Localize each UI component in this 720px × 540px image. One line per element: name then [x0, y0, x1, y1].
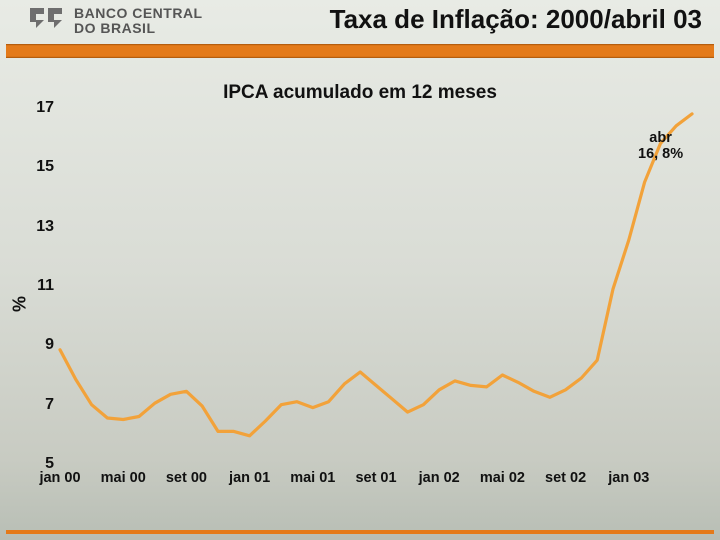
slide-title: Taxa de Inflação: 2000/abril 03 — [330, 4, 702, 35]
end-value-annotation: abr16, 8% — [638, 130, 683, 163]
x-tick: jan 03 — [608, 470, 649, 486]
x-tick: mai 02 — [480, 470, 525, 486]
y-axis-label: % — [10, 296, 31, 312]
x-tick: set 01 — [355, 470, 396, 486]
org-line1: BANCO CENTRAL — [74, 6, 203, 21]
y-tick: 13 — [26, 218, 54, 236]
annotation-line1: abr — [638, 130, 683, 147]
x-tick: mai 01 — [290, 470, 335, 486]
x-tick: jan 00 — [39, 470, 80, 486]
y-tick: 11 — [26, 277, 54, 295]
chart-subtitle: IPCA acumulado em 12 meses — [0, 82, 720, 104]
x-tick: jan 01 — [229, 470, 270, 486]
org-logo-block: BANCO CENTRAL DO BRASIL — [28, 6, 203, 40]
org-line2: DO BRASIL — [74, 21, 203, 36]
footer-accent-bar — [6, 530, 714, 534]
org-name: BANCO CENTRAL DO BRASIL — [74, 6, 203, 35]
bcb-logo-icon — [28, 6, 66, 40]
header-accent-bar — [6, 44, 714, 58]
plot-region: 57911131517jan 00mai 00set 00jan 01mai 0… — [60, 108, 692, 464]
y-tick: 7 — [26, 396, 54, 414]
y-tick: 15 — [26, 158, 54, 176]
x-tick: set 00 — [166, 470, 207, 486]
x-tick: set 02 — [545, 470, 586, 486]
chart-area: % 57911131517jan 00mai 00set 00jan 01mai… — [26, 108, 704, 500]
x-tick: mai 00 — [101, 470, 146, 486]
y-tick: 9 — [26, 336, 54, 354]
line-series — [60, 108, 692, 464]
annotation-line2: 16, 8% — [638, 146, 683, 163]
y-tick: 17 — [26, 99, 54, 117]
x-tick: jan 02 — [419, 470, 460, 486]
